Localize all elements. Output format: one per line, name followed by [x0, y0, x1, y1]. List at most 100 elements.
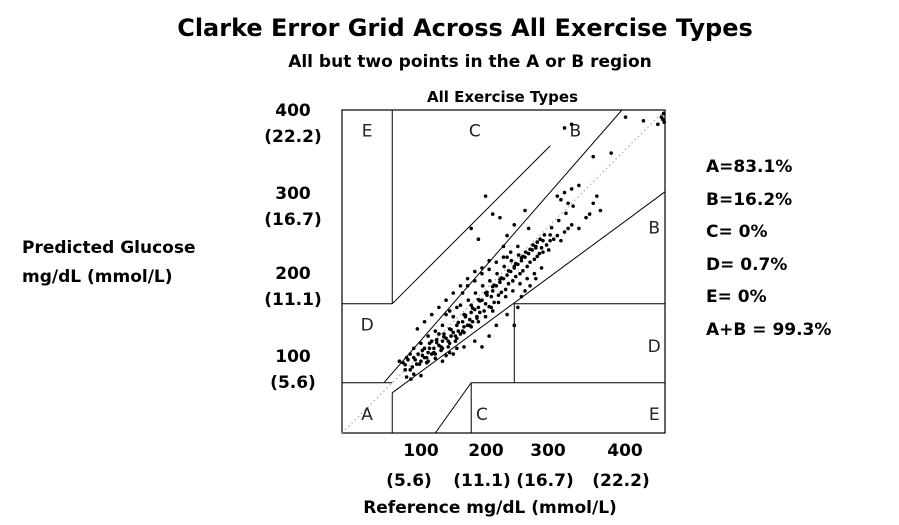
- stat-b: B=16.2%: [706, 189, 793, 210]
- region-label-d: D: [648, 337, 661, 357]
- data-point: [662, 120, 667, 125]
- data-point: [532, 271, 537, 276]
- data-point: [537, 251, 542, 256]
- data-point: [437, 305, 441, 310]
- data-point: [476, 319, 481, 324]
- data-point: [429, 312, 434, 317]
- data-point: [440, 323, 445, 328]
- region-label-e: E: [649, 405, 660, 425]
- data-point: [480, 284, 485, 288]
- data-point: [482, 309, 486, 313]
- y-tick-200: 200 (11.1): [248, 261, 338, 313]
- data-point: [449, 327, 453, 332]
- data-point: [531, 243, 535, 247]
- data-point: [489, 294, 494, 299]
- data-point: [511, 279, 515, 283]
- region-labels: E C B B D D A C E: [361, 122, 661, 426]
- data-point: [525, 276, 529, 281]
- data-point: [511, 289, 515, 293]
- data-point: [534, 246, 538, 250]
- data-point: [535, 254, 540, 259]
- data-point: [525, 264, 529, 269]
- data-point: [523, 208, 527, 213]
- data-point: [414, 362, 419, 366]
- data-point: [566, 226, 570, 231]
- data-point: [433, 329, 438, 333]
- data-point: [470, 306, 475, 310]
- data-point: [487, 258, 491, 263]
- region-label-b: B: [648, 218, 660, 238]
- data-point: [422, 319, 427, 324]
- data-point: [451, 314, 456, 319]
- data-point: [478, 299, 482, 303]
- zone-boundary-line: [391, 145, 551, 305]
- data-point: [480, 266, 484, 270]
- data-point: [523, 250, 528, 254]
- data-point: [451, 352, 456, 356]
- data-point: [656, 122, 660, 127]
- y-tick-label: 100: [275, 347, 311, 367]
- data-point: [587, 212, 592, 216]
- data-point: [437, 332, 441, 336]
- y-tick-sublabel: (16.7): [264, 210, 322, 230]
- data-point: [397, 359, 402, 364]
- data-point: [544, 243, 549, 247]
- data-point: [463, 313, 468, 318]
- data-point: [427, 346, 432, 351]
- data-point: [494, 323, 499, 328]
- data-point: [413, 357, 418, 362]
- data-point: [516, 253, 521, 257]
- data-point: [519, 258, 524, 263]
- zone-stats: A=83.1% B=16.2% C= 0% D= 0.7% E= 0% A+B …: [706, 151, 831, 346]
- figure-subtitle: All but two points in the A or B region: [288, 52, 652, 72]
- data-point: [516, 305, 520, 310]
- data-point: [555, 194, 560, 198]
- data-point: [539, 266, 544, 270]
- data-point: [429, 339, 434, 343]
- x-tick-400-sublabel: (22.2): [592, 471, 650, 491]
- data-point: [521, 268, 525, 273]
- data-point: [432, 346, 436, 351]
- data-point: [577, 226, 581, 231]
- data-point: [480, 345, 484, 349]
- data-point: [415, 327, 420, 331]
- y-tick-label: 200: [275, 264, 311, 284]
- data-point: [444, 298, 448, 303]
- data-point: [591, 201, 596, 206]
- data-point: [485, 290, 489, 295]
- figure-title: Clarke Error Grid Across All Exercise Ty…: [177, 14, 753, 42]
- data-point: [473, 291, 478, 295]
- plot-title: All Exercise Types: [426, 88, 579, 106]
- data-point: [483, 314, 488, 319]
- data-point: [483, 302, 488, 306]
- data-point: [447, 350, 452, 355]
- data-point: [455, 336, 459, 341]
- data-point: [541, 250, 545, 254]
- data-point: [499, 276, 504, 280]
- data-point: [458, 303, 463, 308]
- data-point: [528, 247, 532, 252]
- data-point: [469, 303, 474, 308]
- data-point: [401, 360, 405, 365]
- data-point: [555, 233, 560, 238]
- data-point: [408, 352, 412, 356]
- data-point: [447, 309, 452, 313]
- data-point: [449, 334, 453, 338]
- data-point: [641, 118, 646, 123]
- data-point: [566, 201, 570, 206]
- x-tick-100-label: 100: [403, 441, 439, 461]
- region-label-c: C: [469, 122, 481, 142]
- x-tick-300-sublabel: (16.7): [516, 471, 574, 491]
- data-point: [440, 359, 445, 364]
- data-point: [498, 215, 502, 220]
- data-point: [498, 280, 502, 285]
- data-point: [408, 368, 412, 372]
- data-point: [487, 267, 491, 272]
- data-point: [513, 261, 518, 266]
- data-point: [456, 329, 461, 333]
- y-tick-label: 300: [275, 184, 311, 204]
- data-point: [467, 317, 472, 322]
- data-point: [469, 226, 474, 231]
- data-point: [534, 276, 538, 281]
